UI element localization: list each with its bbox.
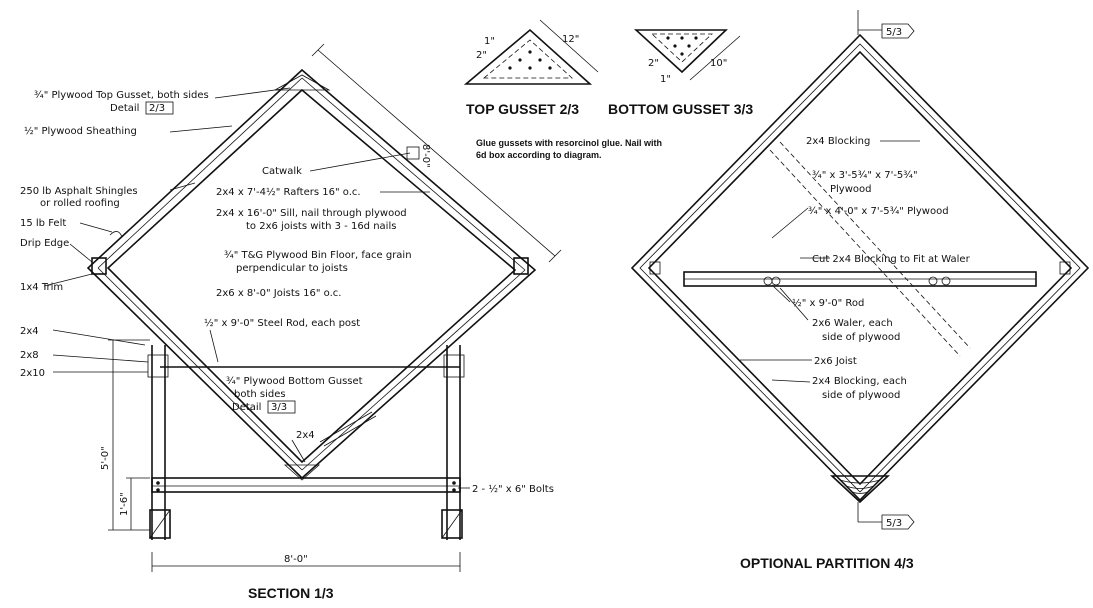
label-joists: 2x6 x 8'-0" Joists 16" o.c.	[216, 288, 341, 299]
top-gusset-dim-b: 2"	[476, 50, 487, 61]
label-catwalk: Catwalk	[262, 166, 302, 177]
top-gusset-title: TOP GUSSET 2/3	[466, 101, 579, 117]
label-face-grain: perpendicular to joists	[236, 263, 348, 274]
label-dim-diagonal: 8'-0"	[420, 144, 431, 168]
partition-label-blocking: 2x4 Blocking	[806, 136, 870, 147]
bottom-gusset-title: BOTTOM GUSSET 3/3	[608, 101, 753, 117]
top-gusset-drawing	[463, 19, 599, 85]
partition-label-rod: ½" x 9'-0" Rod	[792, 297, 864, 309]
partition-ref-bottom: 5/3	[886, 518, 902, 529]
label-dim-1ft6: 1'-6"	[119, 492, 130, 516]
label-shingles: 250 lb Asphalt Shingles	[20, 186, 138, 197]
partition-label-blocking2-2: side of plywood	[822, 390, 900, 401]
bottom-gusset-dim-a: 2"	[648, 58, 659, 69]
label-2x10: 2x10	[20, 368, 45, 379]
partition-label-cut-blocking: Cut 2x4 Blocking to Fit at Waler	[812, 254, 971, 265]
label-top-gusset-ref: 2/3	[149, 103, 165, 114]
partition-label-blocking2: 2x4 Blocking, each	[812, 376, 907, 387]
label-trim: 1x4 Trim	[20, 282, 63, 293]
label-2x8: 2x8	[20, 350, 39, 361]
label-steel-rod: ½" x 9'-0" Steel Rod, each post	[204, 317, 360, 329]
bottom-gusset-dim-c: 10"	[710, 58, 727, 69]
partition-label-waler: 2x6 Waler, each	[812, 318, 893, 329]
label-top-gusset-detail: Detail	[110, 103, 139, 114]
label-bottom-gusset-sides: both sides	[234, 389, 286, 400]
top-gusset-dim-c: 12"	[562, 34, 579, 45]
partition-title: OPTIONAL PARTITION 4/3	[740, 555, 914, 571]
bottom-gusset-dim-b: 1"	[660, 74, 671, 85]
top-gusset-dim-a: 1"	[484, 36, 495, 47]
ref-tag-bottom	[881, 514, 915, 530]
label-top-gusset: ¾" Plywood Top Gusset, both sides	[34, 90, 209, 101]
label-bottom-gusset: ¾" Plywood Bottom Gusset	[226, 376, 363, 387]
label-felt: 15 lb Felt	[20, 218, 66, 229]
label-dim-5ft: 5'-0"	[100, 446, 111, 470]
ref-tag-top	[881, 23, 915, 39]
section-drawing	[43, 43, 562, 572]
detail-box-bottom	[267, 400, 296, 414]
label-dim-8ft: 8'-0"	[284, 554, 308, 565]
label-rafters: 2x4 x 7'-4½" Rafters 16" o.c.	[216, 186, 361, 198]
detail-box-top	[145, 101, 174, 115]
partition-drawing	[630, 10, 1090, 523]
label-sill-nails: to 2x6 joists with 3 - 16d nails	[246, 221, 396, 232]
glue-note-line2: 6d box according to diagram.	[476, 150, 602, 160]
label-sill: 2x4 x 16'-0" Sill, nail through plywood	[216, 208, 407, 219]
section-title: SECTION 1/3	[248, 585, 334, 601]
label-drip-edge: Drip Edge	[20, 238, 69, 249]
label-bolts: 2 - ½" x 6" Bolts	[472, 483, 554, 495]
label-rolled-roofing: or rolled roofing	[40, 198, 120, 209]
partition-ref-top: 5/3	[886, 27, 902, 38]
partition-label-waler-2: side of plywood	[822, 332, 900, 343]
label-2x4: 2x4	[20, 326, 39, 337]
partition-label-plywood-a-2: Plywood	[830, 184, 872, 195]
partition-label-joist: 2x6 Joist	[814, 356, 857, 367]
label-bottom-gusset-ref: 3/3	[271, 402, 287, 413]
bottom-gusset-drawing	[633, 29, 741, 81]
glue-note-line1: Glue gussets with resorcinol glue. Nail …	[476, 138, 662, 148]
partition-label-plywood-b: ¾" x 4'-0" x 7'-5¾" Plywood	[808, 206, 949, 217]
label-2x4-gusset: 2x4	[296, 430, 315, 441]
partition-label-plywood-a: ¾" x 3'-5¾" x 7'-5¾"	[812, 170, 918, 181]
label-sheathing: ½" Plywood Sheathing	[24, 125, 137, 137]
label-bin-floor: ¾" T&G Plywood Bin Floor, face grain	[224, 250, 412, 261]
label-bottom-gusset-detail: Detail	[232, 402, 261, 413]
